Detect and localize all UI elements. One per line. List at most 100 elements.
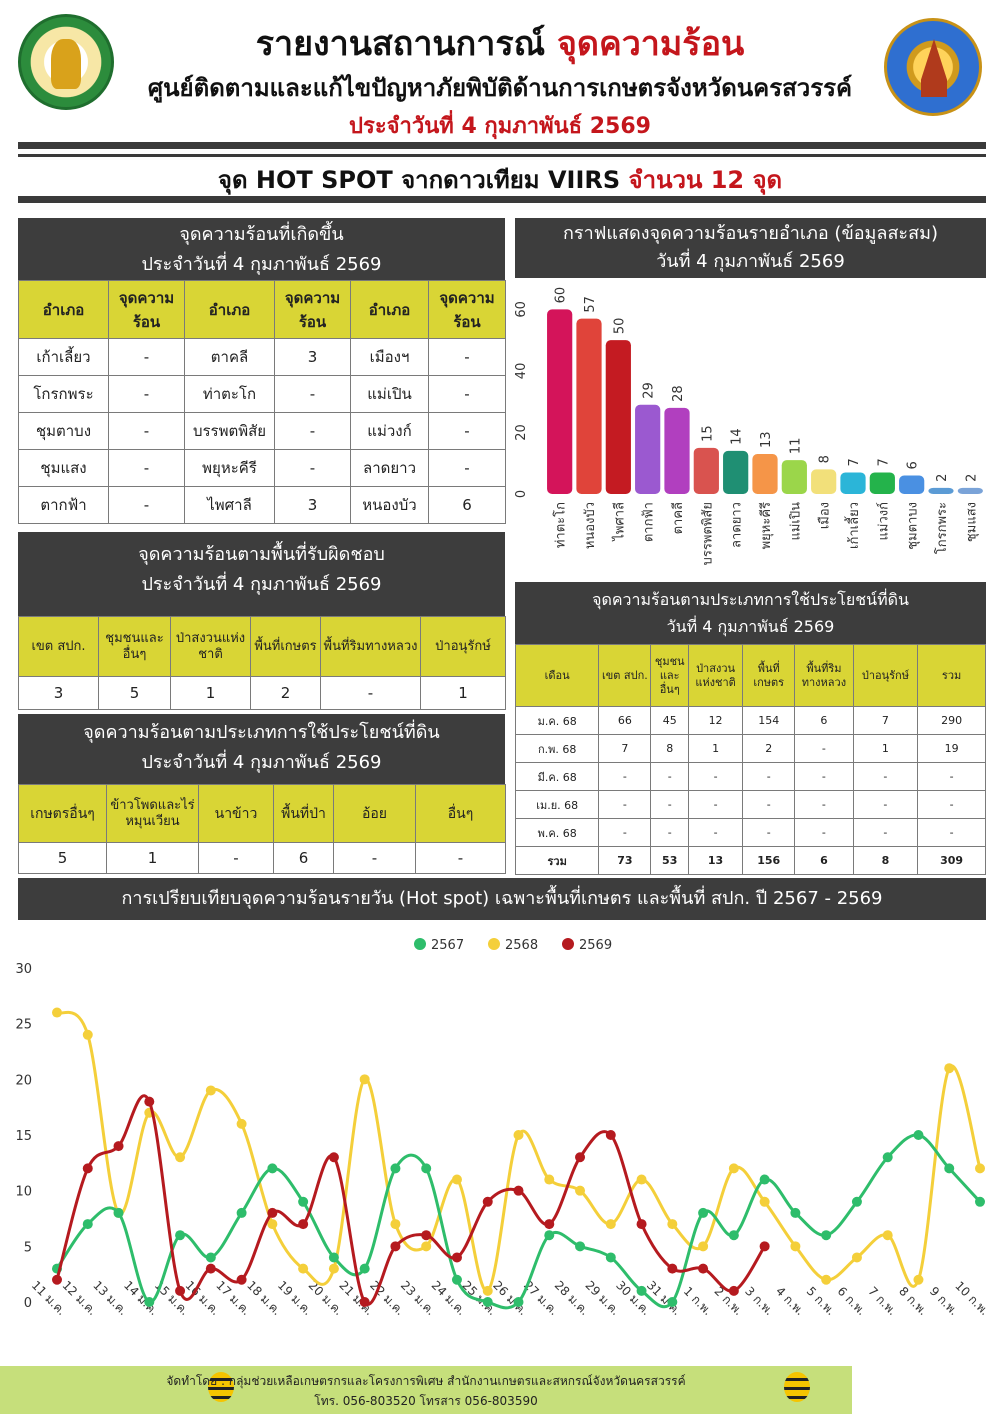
footer-contact: โทร. 056-803520 โทรสาร 056-803590 xyxy=(314,1394,538,1408)
table-cell: หนองบัว xyxy=(350,486,429,524)
bar-chart-date: วันที่ 4 กุมภาพันธ์ 2569 xyxy=(656,251,845,272)
bar xyxy=(811,469,837,494)
table-cell: - xyxy=(852,790,919,819)
line-chart-header: การเปรียบเทียบจุดความร้อนรายวัน (Hot spo… xyxy=(18,878,986,920)
bar-value-label: 29 xyxy=(642,382,657,399)
x-category-label: โกรกพระ xyxy=(934,502,950,554)
table-cell: - xyxy=(794,818,854,847)
col-header: รวม xyxy=(917,644,986,707)
series-point-2567 xyxy=(698,1207,709,1218)
x-category-label: แม่เปิน xyxy=(788,502,803,541)
series-point-2567 xyxy=(267,1163,278,1174)
divider-top-thin xyxy=(18,154,986,157)
series-point-2569 xyxy=(267,1207,278,1218)
bar xyxy=(547,309,573,494)
table-row: ชุมแสง - พยุหะคีรี - ลาดยาว - xyxy=(18,449,506,487)
table-cell: บรรพตพิสัย xyxy=(184,412,275,450)
series-point-2568 xyxy=(728,1163,739,1174)
table-cell: 5 xyxy=(98,676,171,710)
table-row: ชุมตาบง - บรรพตพิสัย - แม่วงก์ - xyxy=(18,412,506,450)
y-tick-label: 15 xyxy=(15,1129,32,1144)
bar xyxy=(781,460,807,494)
col-header: เขต สปก. xyxy=(598,644,652,707)
landuse-table-title: จุดความร้อนตามประเภทการใช้ประโยชน์ที่ดิน xyxy=(83,722,440,743)
x-tick-label: 6 ก.พ. xyxy=(835,1284,869,1318)
table-cell: ท่าตะโก xyxy=(184,375,275,413)
table-cell: 66 xyxy=(598,706,652,735)
table-cell: - xyxy=(794,790,854,819)
hotspot-banner-main: จุด HOT SPOT จากดาวเทียม VIIRS xyxy=(217,166,629,194)
landuse-hotspot-table: เกษตรอื่นๆ ข้าวโพดและไร่หมุนเวียน นาข้าว… xyxy=(18,784,506,874)
bar-value-label: 11 xyxy=(788,438,803,455)
bar xyxy=(840,472,866,494)
report-title: รายงานสถานการณ์ จุดความร้อน xyxy=(0,16,1000,70)
x-category-label: แม่วงก์ xyxy=(875,502,891,540)
series-point-2567 xyxy=(821,1230,832,1241)
x-category-label: พยุหะคีรี xyxy=(758,502,774,549)
bee-mascot-icon xyxy=(784,1372,810,1402)
x-category-label: ชุมแสง xyxy=(964,502,979,542)
series-point-2567 xyxy=(451,1274,462,1285)
table-cell: - xyxy=(598,762,652,791)
table-row: ตากฟ้า - ไพศาลี 3 หนองบัว 6 xyxy=(18,486,506,524)
bar-value-label: 7 xyxy=(847,458,862,466)
table-cell: 7 xyxy=(598,734,652,763)
series-point-2568 xyxy=(390,1219,401,1230)
table-cell: ไพศาลี xyxy=(184,486,275,524)
monthly-hotspot-table: เดือน เขต สปก. ชุมชนและอื่นๆ ป่าสงวนแห่ง… xyxy=(514,644,986,875)
table-cell: - xyxy=(687,762,744,791)
col-header: จุดความร้อน xyxy=(108,280,185,339)
bar xyxy=(928,487,954,494)
table-cell: 309 xyxy=(917,846,986,875)
series-point-2569 xyxy=(113,1141,124,1152)
table-cell: 3 xyxy=(274,486,351,524)
table-cell: 2 xyxy=(742,734,796,763)
series-line-2568 xyxy=(56,1010,982,1293)
series-point-2567 xyxy=(975,1196,985,1207)
table-cell: แม่เปิน xyxy=(350,375,429,413)
col-header: พื้นที่เกษตร xyxy=(742,644,796,707)
table-cell: - xyxy=(650,790,689,819)
table-cell: 1 xyxy=(106,842,199,874)
col-header: ป่าอนุรักษ์ xyxy=(852,644,919,707)
series-point-2569 xyxy=(390,1241,401,1252)
table-cell: - xyxy=(598,790,652,819)
col-header: ป่าสงวนแห่งชาติ xyxy=(170,616,251,677)
bar-value-label: 57 xyxy=(583,296,598,313)
footer: จัดทำโดย : กลุ่มช่วยเหลือเกษตรกรและโครงก… xyxy=(0,1366,852,1414)
y-tick-label: 10 xyxy=(15,1185,32,1200)
series-point-2567 xyxy=(913,1130,924,1140)
table-cell: 7 xyxy=(852,706,919,735)
area-hotspot-table: เขต สปก. ชุมชนและอื่นๆ ป่าสงวนแห่งชาติ พ… xyxy=(18,616,506,710)
series-point-2569 xyxy=(513,1185,524,1196)
col-header: จุดความร้อน xyxy=(274,280,351,339)
table-row: เม.ย. 68- - - - - - - xyxy=(514,790,986,819)
bar xyxy=(635,404,661,494)
table-cell: 1 xyxy=(687,734,744,763)
table-cell: 6 xyxy=(794,706,854,735)
bar-value-label: 2 xyxy=(935,474,950,482)
table-cell: - xyxy=(852,762,919,791)
landuse-table-header: จุดความร้อนตามประเภทการใช้ประโยชน์ที่ดิน… xyxy=(18,714,505,784)
table-cell: - xyxy=(428,449,506,487)
series-point-2569 xyxy=(236,1274,247,1285)
col-header: เดือน xyxy=(514,644,600,707)
bar-value-label: 13 xyxy=(759,431,774,448)
district-bar-chart: 0 20 40 60 60 ท่าตะโก 57 หนองบัว 50 ไพศาลี 29 ตากฟ้… xyxy=(515,287,983,565)
series-point-2568 xyxy=(451,1174,462,1185)
series-point-2568 xyxy=(175,1152,186,1163)
x-category-label: ตาคลี xyxy=(670,502,686,534)
col-header: ชุมชนและอื่นๆ xyxy=(650,644,689,707)
table-cell: - xyxy=(320,676,421,710)
series-point-2569 xyxy=(544,1219,555,1230)
table-cell: 6 xyxy=(273,842,334,874)
table-row: ม.ค. 68 66 45 12 154 6 7 290 xyxy=(514,706,986,735)
series-point-2568 xyxy=(298,1263,309,1274)
table-cell: - xyxy=(108,449,185,487)
bar xyxy=(899,475,925,494)
table-cell: - xyxy=(108,412,185,450)
series-point-2567 xyxy=(298,1196,309,1207)
x-category-label: ตากฟ้า xyxy=(642,502,657,542)
